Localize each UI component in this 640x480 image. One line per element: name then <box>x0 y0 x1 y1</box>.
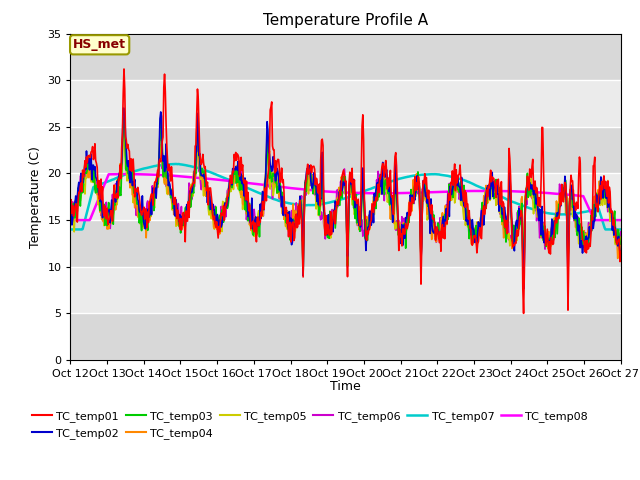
TC_temp08 <box>219 177 227 183</box>
TC_temp02 <box>429 229 437 235</box>
TC_temp04 <box>219 209 227 215</box>
X-axis label: Time: Time <box>330 381 361 394</box>
TC_temp08 <box>190 175 198 180</box>
TC_temp03 <box>134 201 141 206</box>
TC_temp07 <box>77 227 84 232</box>
TC_temp07 <box>617 227 625 232</box>
TC_temp03 <box>190 190 198 196</box>
TC_temp08 <box>413 190 421 195</box>
TC_temp05 <box>219 198 227 204</box>
TC_temp02 <box>120 105 127 111</box>
TC_temp03 <box>120 115 128 120</box>
TC_temp04 <box>134 214 141 219</box>
TC_temp01 <box>617 249 625 254</box>
TC_temp02 <box>77 184 84 190</box>
TC_temp03 <box>77 203 84 209</box>
Line: TC_temp05: TC_temp05 <box>70 136 621 265</box>
TC_temp05 <box>134 211 141 216</box>
TC_temp04 <box>77 189 84 194</box>
TC_temp04 <box>67 216 74 222</box>
TC_temp03 <box>617 241 625 247</box>
TC_temp05 <box>190 176 198 182</box>
TC_temp04 <box>520 272 527 278</box>
TC_temp02 <box>219 216 227 221</box>
TC_temp02 <box>520 286 527 292</box>
TC_temp02 <box>190 180 198 185</box>
TC_temp01 <box>413 187 421 192</box>
Text: HS_met: HS_met <box>73 38 126 51</box>
TC_temp06 <box>77 173 84 179</box>
TC_temp06 <box>219 201 227 206</box>
TC_temp04 <box>429 226 437 232</box>
TC_temp06 <box>134 203 141 208</box>
TC_temp07 <box>172 161 180 167</box>
Line: TC_temp08: TC_temp08 <box>70 174 621 220</box>
TC_temp05 <box>430 224 438 230</box>
TC_temp08 <box>429 189 437 195</box>
Title: Temperature Profile A: Temperature Profile A <box>263 13 428 28</box>
TC_temp03 <box>429 219 437 225</box>
Bar <box>70 34 621 80</box>
TC_temp04 <box>120 124 128 130</box>
TC_temp08 <box>67 217 74 223</box>
TC_temp06 <box>344 264 351 270</box>
TC_temp06 <box>430 228 438 233</box>
TC_temp01 <box>520 311 527 316</box>
TC_temp03 <box>520 273 527 278</box>
TC_temp08 <box>617 217 625 223</box>
Bar <box>70 127 621 173</box>
TC_temp02 <box>413 173 421 179</box>
Line: TC_temp07: TC_temp07 <box>70 164 621 229</box>
TC_temp07 <box>133 168 141 173</box>
TC_temp05 <box>344 263 351 268</box>
Bar <box>70 313 621 360</box>
TC_temp01 <box>67 212 74 218</box>
Line: TC_temp06: TC_temp06 <box>70 145 621 267</box>
Y-axis label: Temperature (C): Temperature (C) <box>29 146 42 248</box>
Line: TC_temp04: TC_temp04 <box>70 127 621 275</box>
TC_temp02 <box>67 199 74 204</box>
TC_temp08 <box>134 171 141 177</box>
TC_temp05 <box>414 186 422 192</box>
TC_temp07 <box>219 174 227 180</box>
TC_temp08 <box>77 217 84 223</box>
TC_temp08 <box>120 171 128 177</box>
TC_temp04 <box>617 234 625 240</box>
TC_temp01 <box>190 180 198 185</box>
TC_temp05 <box>67 222 74 228</box>
TC_temp03 <box>67 216 74 222</box>
TC_temp06 <box>190 176 198 182</box>
Legend: TC_temp01, TC_temp02, TC_temp03, TC_temp04, TC_temp05, TC_temp06, TC_temp07, TC_: TC_temp01, TC_temp02, TC_temp03, TC_temp… <box>32 411 588 439</box>
TC_temp04 <box>190 169 198 175</box>
TC_temp06 <box>120 143 127 148</box>
TC_temp07 <box>190 164 198 170</box>
TC_temp01 <box>77 183 84 189</box>
TC_temp02 <box>134 196 141 202</box>
TC_temp01 <box>429 216 437 221</box>
TC_temp01 <box>219 213 227 218</box>
TC_temp04 <box>413 188 421 193</box>
Line: TC_temp02: TC_temp02 <box>70 108 621 289</box>
Bar <box>70 220 621 267</box>
TC_temp03 <box>219 215 227 221</box>
TC_temp06 <box>617 229 625 235</box>
TC_temp01 <box>134 184 141 190</box>
TC_temp07 <box>413 172 421 178</box>
TC_temp06 <box>414 191 422 197</box>
TC_temp01 <box>120 66 128 72</box>
TC_temp02 <box>617 248 625 254</box>
TC_temp06 <box>67 208 74 214</box>
TC_temp05 <box>617 236 625 242</box>
TC_temp03 <box>413 179 421 185</box>
TC_temp07 <box>429 171 437 177</box>
TC_temp05 <box>77 198 84 204</box>
TC_temp05 <box>120 133 128 139</box>
Line: TC_temp01: TC_temp01 <box>70 69 621 313</box>
Line: TC_temp03: TC_temp03 <box>70 118 621 276</box>
TC_temp07 <box>67 227 74 232</box>
